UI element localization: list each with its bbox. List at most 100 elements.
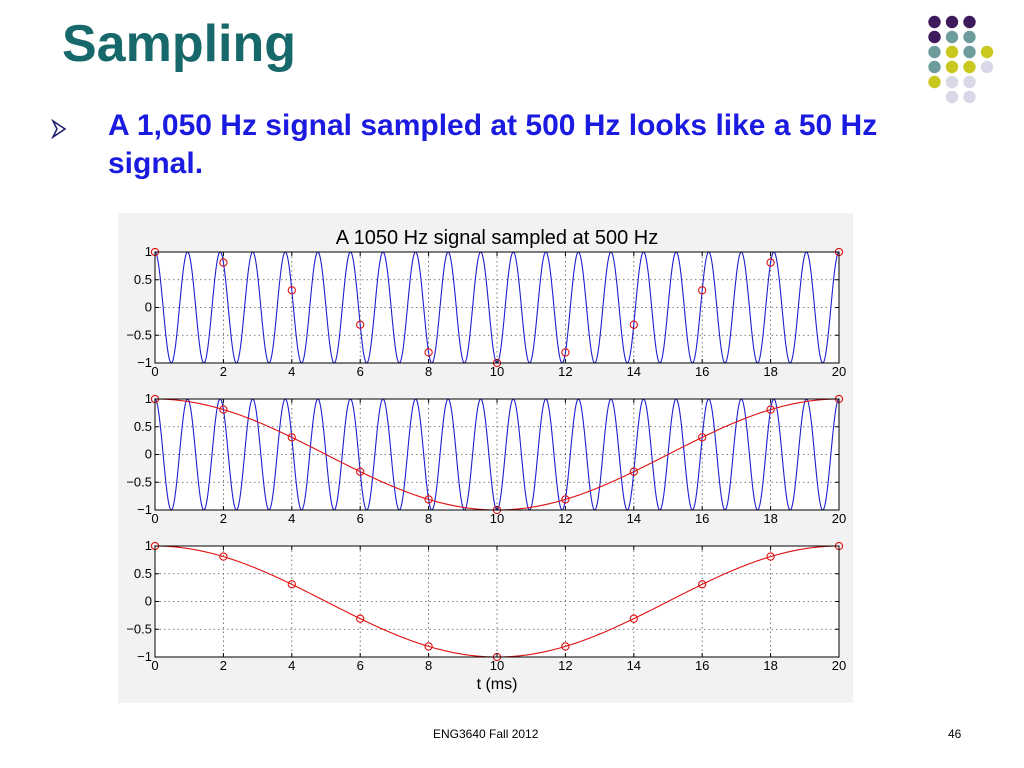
sample-point xyxy=(561,348,570,357)
sample-point xyxy=(766,405,775,414)
x-tick-label: 2 xyxy=(220,658,227,673)
decorative-dots xyxy=(928,15,994,104)
sample-point xyxy=(561,495,570,504)
decor-dot xyxy=(980,45,994,59)
decor-dot xyxy=(963,90,976,104)
footer-course: ENG3640 Fall 2012 xyxy=(433,727,539,741)
decor-dot xyxy=(928,15,941,29)
y-tick-label: 0.5 xyxy=(134,272,152,287)
y-tick-label: 1 xyxy=(145,391,152,406)
x-tick-label: 6 xyxy=(357,658,364,673)
x-tick-label: 12 xyxy=(558,658,572,673)
sample-point xyxy=(287,286,296,295)
decor-dot xyxy=(945,75,959,89)
sample-point xyxy=(219,552,228,561)
x-tick-label: 16 xyxy=(695,658,709,673)
x-tick-label: 0 xyxy=(151,511,158,526)
x-tick-label: 8 xyxy=(425,511,432,526)
x-tick-label: 14 xyxy=(627,658,641,673)
x-tick-label: 8 xyxy=(425,364,432,379)
decor-dot xyxy=(963,45,976,59)
sample-point xyxy=(356,614,365,623)
sample-point xyxy=(561,642,570,651)
decor-dot xyxy=(928,60,941,74)
x-tick-label: 20 xyxy=(832,364,846,379)
sample-point xyxy=(629,320,638,329)
y-tick-label: 0 xyxy=(145,447,152,462)
y-tick-label: 0 xyxy=(145,300,152,315)
decor-dot xyxy=(928,30,941,44)
x-tick-label: 10 xyxy=(490,658,504,673)
y-tick-label: −1 xyxy=(137,502,152,517)
decor-dot xyxy=(928,45,941,59)
chart-title: A 1050 Hz signal sampled at 500 Hz xyxy=(336,227,658,249)
y-tick-label: 1 xyxy=(145,244,152,259)
sample-point xyxy=(219,258,228,267)
x-tick-label: 16 xyxy=(695,511,709,526)
x-tick-label: 6 xyxy=(357,364,364,379)
sample-point xyxy=(356,320,365,329)
x-tick-label: 10 xyxy=(490,511,504,526)
x-tick-label: 14 xyxy=(627,511,641,526)
x-tick-label: 10 xyxy=(490,364,504,379)
x-tick-label: 0 xyxy=(151,658,158,673)
sample-point xyxy=(424,348,433,357)
x-tick-label: 4 xyxy=(288,511,295,526)
x-tick-label: 0 xyxy=(151,364,158,379)
decor-dot xyxy=(945,90,959,104)
bullet-text: A 1,050 Hz signal sampled at 500 Hz look… xyxy=(108,109,878,180)
sample-point xyxy=(698,580,707,589)
decor-dot xyxy=(980,60,994,74)
decor-dot xyxy=(945,30,959,44)
decor-dot xyxy=(945,15,959,29)
sample-point xyxy=(698,286,707,295)
x-tick-label: 8 xyxy=(425,658,432,673)
x-tick-label: 14 xyxy=(627,364,641,379)
sample-point xyxy=(629,614,638,623)
subplot-1: 0 2 4 6 8 10 12 14 16 18 20 1 0.5 0 −0.5 −1 A 1050 Hz si… xyxy=(126,227,846,379)
y-tick-label: 0.5 xyxy=(134,419,152,434)
sample-point xyxy=(629,467,638,476)
sample-point xyxy=(356,467,365,476)
decor-dot xyxy=(945,60,959,74)
y-tick-label: 0.5 xyxy=(134,566,152,581)
x-tick-label: 4 xyxy=(288,658,295,673)
x-tick-label: 18 xyxy=(763,364,777,379)
x-tick-label: 12 xyxy=(558,364,572,379)
decor-dot xyxy=(963,30,976,44)
y-tick-label: −0.5 xyxy=(126,621,152,636)
x-axis-label: t (ms) xyxy=(477,676,518,693)
sample-point xyxy=(766,258,775,267)
decor-dot xyxy=(963,60,976,74)
x-tick-label: 12 xyxy=(558,511,572,526)
y-tick-label: −1 xyxy=(137,355,152,370)
decor-dot xyxy=(928,75,941,89)
sample-point xyxy=(766,552,775,561)
decor-dot xyxy=(963,15,976,29)
subplot-3: 0 2 4 6 8 10 12 14 16 18 20 1 0.5 0 −0.5 −1 t (ms) xyxy=(126,538,846,693)
page-number: 46 xyxy=(948,727,962,741)
y-tick-label: −0.5 xyxy=(126,327,152,342)
x-tick-label: 20 xyxy=(832,658,846,673)
sample-point xyxy=(219,405,228,414)
y-tick-label: 0 xyxy=(145,594,152,609)
sample-point xyxy=(424,495,433,504)
y-tick-label: 1 xyxy=(145,538,152,553)
y-tick-label: −0.5 xyxy=(126,474,152,489)
subplot-2: 0 2 4 6 8 10 12 14 16 18 20 1 0.5 0 −0.5 −1 xyxy=(126,391,846,526)
x-tick-label: 2 xyxy=(220,511,227,526)
y-tick-label: −1 xyxy=(137,649,152,664)
arrow-bullet-icon xyxy=(51,118,67,140)
x-tick-label: 4 xyxy=(288,364,295,379)
x-tick-label: 18 xyxy=(763,658,777,673)
slide-title: Sampling xyxy=(62,15,297,73)
decor-dot xyxy=(945,45,959,59)
x-tick-label: 16 xyxy=(695,364,709,379)
decor-dot xyxy=(963,75,976,89)
sample-point xyxy=(424,642,433,651)
x-tick-label: 2 xyxy=(220,364,227,379)
sample-point xyxy=(287,433,296,442)
x-tick-label: 20 xyxy=(832,511,846,526)
sample-point xyxy=(698,433,707,442)
